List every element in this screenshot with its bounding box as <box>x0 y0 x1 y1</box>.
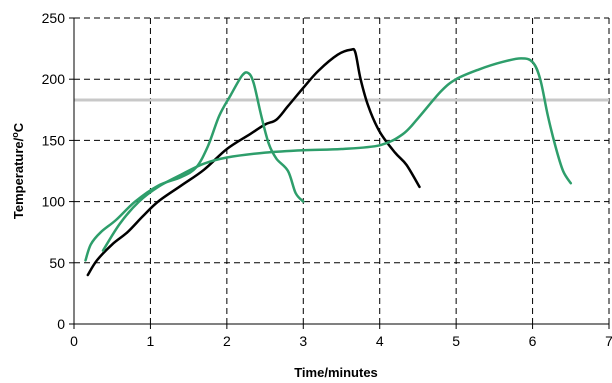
x-tick-labels: 0 1 2 3 4 5 6 7 <box>70 333 612 349</box>
y-tick-label-150: 150 <box>42 132 66 148</box>
y-tick-label-0: 0 <box>57 316 65 332</box>
y-tick-label-50: 50 <box>49 255 65 271</box>
x-axis-title: Time/minutes <box>294 365 378 380</box>
series-line-1 <box>86 47 421 277</box>
series-line-3 <box>101 57 573 252</box>
x-tick-label-1: 1 <box>147 333 155 349</box>
y-tick-labels: 0 50 100 150 200 250 <box>42 10 66 332</box>
y-tick-label-100: 100 <box>42 194 66 210</box>
axis-layer <box>69 17 610 329</box>
x-tick-label-3: 3 <box>299 333 307 349</box>
y-axis-title-superscript: o <box>10 132 20 138</box>
x-tick-label-5: 5 <box>452 333 460 349</box>
y-tick-label-250: 250 <box>42 10 66 26</box>
grid-layer <box>74 17 610 324</box>
y-axis-title-main: Temperature/ <box>11 137 26 219</box>
x-tick-label-7: 7 <box>605 333 612 349</box>
x-tick-label-2: 2 <box>223 333 231 349</box>
series-line-2 <box>84 71 305 262</box>
x-tick-label-0: 0 <box>70 333 78 349</box>
series-layer <box>84 47 573 277</box>
x-tick-label-6: 6 <box>529 333 537 349</box>
x-tick-label-4: 4 <box>376 333 384 349</box>
y-axis-title: Temperature/oC <box>10 122 26 219</box>
y-tick-label-200: 200 <box>42 71 66 87</box>
y-axis-title-unit: C <box>11 122 26 132</box>
